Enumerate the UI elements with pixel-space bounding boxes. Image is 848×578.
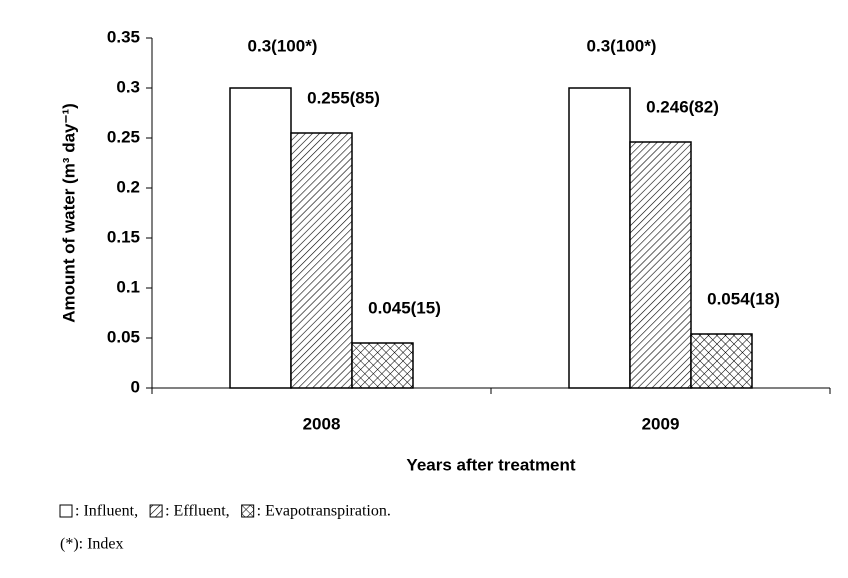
bar xyxy=(229,87,292,389)
bar xyxy=(351,342,414,389)
value-label: 0.3(100*) xyxy=(248,36,318,55)
footnote: (*): Index xyxy=(60,536,124,553)
y-tick-label: 0 xyxy=(131,377,140,396)
value-label: 0.255(85) xyxy=(307,88,380,107)
x-axis-title: Years after treatment xyxy=(406,455,575,474)
value-label: 0.054(18) xyxy=(707,289,780,308)
bar xyxy=(290,132,353,389)
bar xyxy=(568,87,631,389)
legend-swatch xyxy=(149,504,163,518)
legend-label: : Evapotranspiration. xyxy=(257,503,391,520)
y-tick-label: 0.15 xyxy=(107,227,140,246)
y-axis-title: Amount of water (m³ day⁻¹) xyxy=(59,103,78,323)
value-label: 0.045(15) xyxy=(368,298,441,317)
bar xyxy=(690,333,753,389)
legend-label: : Effluent, xyxy=(165,503,230,520)
y-tick-label: 0.35 xyxy=(107,27,140,46)
value-label: 0.246(82) xyxy=(646,97,719,116)
legend-swatch xyxy=(241,504,255,518)
legend-swatch xyxy=(59,504,73,518)
y-tick-label: 0.1 xyxy=(116,277,140,296)
y-tick-label: 0.05 xyxy=(107,327,140,346)
y-tick-label: 0.25 xyxy=(107,127,140,146)
bar xyxy=(629,141,692,389)
x-tick-label: 2008 xyxy=(303,414,341,433)
y-tick-label: 0.2 xyxy=(116,177,140,196)
value-label: 0.3(100*) xyxy=(587,36,657,55)
y-tick-label: 0.3 xyxy=(116,77,140,96)
legend-label: : Influent, xyxy=(75,503,138,520)
x-tick-label: 2009 xyxy=(642,414,680,433)
